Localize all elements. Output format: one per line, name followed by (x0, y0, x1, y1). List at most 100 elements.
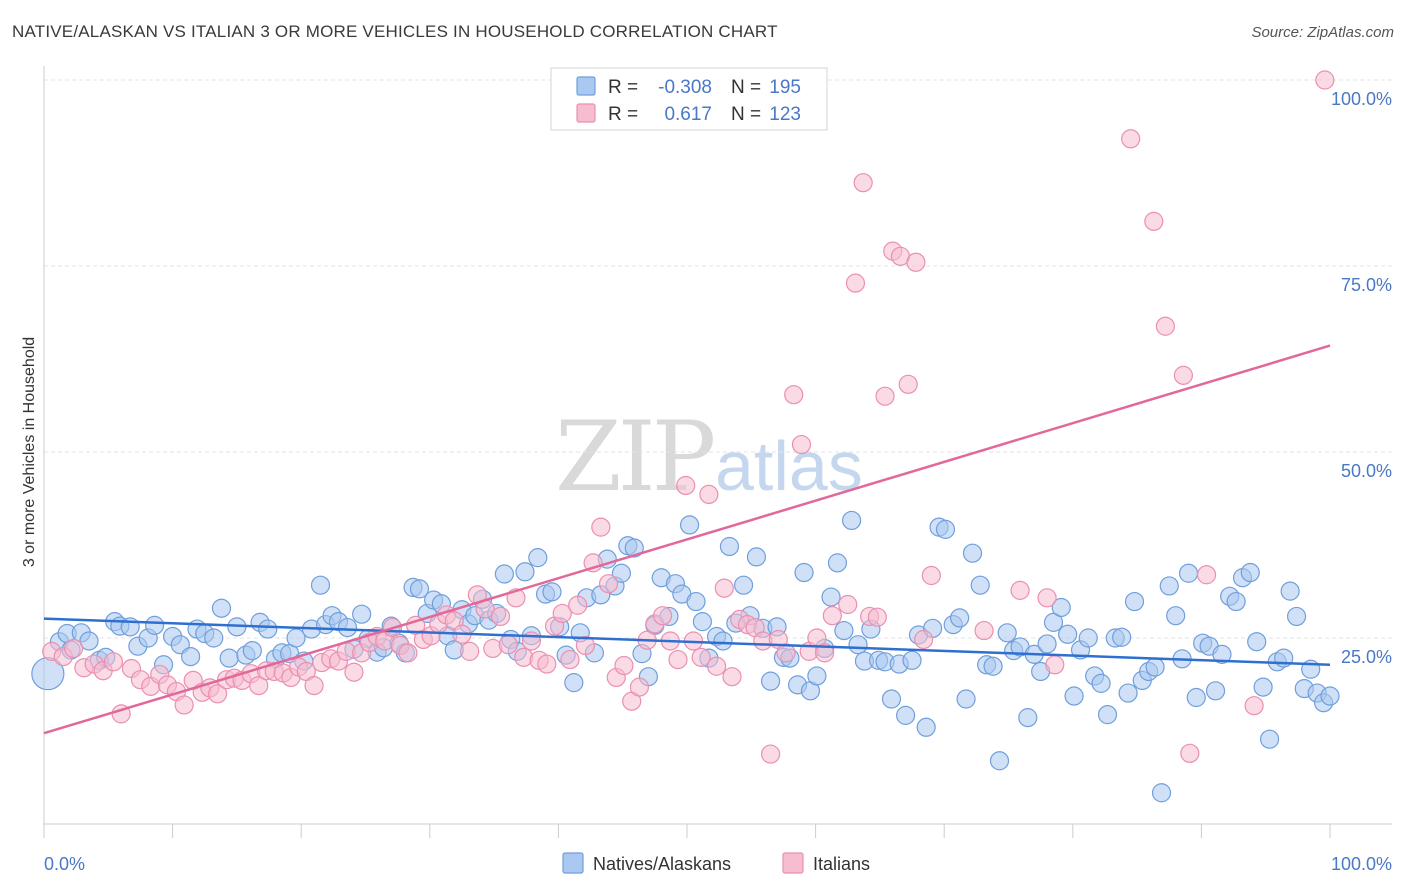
data-point-natives (1240, 562, 1260, 583)
data-point-italians (867, 607, 887, 627)
legend-swatch-pink (576, 103, 596, 123)
data-point-natives (409, 579, 430, 599)
chart-title: NATIVE/ALASKAN VS ITALIAN 3 OR MORE VEHI… (12, 22, 778, 41)
data-point-natives (219, 648, 239, 668)
data-point-italians (1010, 580, 1030, 600)
data-point-italians (537, 654, 557, 674)
data-point-natives (746, 547, 767, 567)
legend-r-value: 0.617 (664, 104, 712, 125)
trend-line-natives (43, 617, 1331, 667)
data-point-natives (1091, 673, 1111, 693)
data-point-italians (1173, 365, 1193, 385)
legend-r-value: -0.308 (658, 77, 712, 98)
data-point-natives (733, 575, 754, 595)
bottom-legend: Natives/Alaskans Italians (562, 852, 870, 874)
legend-n-value: 123 (769, 104, 801, 125)
data-point-natives (686, 591, 706, 612)
data-point-natives (956, 689, 976, 709)
data-point-natives (181, 646, 201, 667)
data-point-natives (1118, 683, 1138, 703)
data-point-natives (807, 666, 827, 686)
data-point-italians (1180, 743, 1200, 763)
data-point-natives (896, 705, 916, 725)
legend-swatch-blue (576, 76, 596, 96)
data-point-natives (719, 536, 740, 557)
data-point-italians (822, 606, 842, 626)
data-point-italians (575, 635, 596, 656)
data-point-natives (794, 562, 814, 583)
data-point-natives (1058, 624, 1078, 644)
data-point-natives (1320, 686, 1340, 706)
data-point-italians (1315, 70, 1335, 90)
data-point-natives (1037, 634, 1057, 654)
data-point-natives (1051, 597, 1071, 618)
data-point-natives (1178, 563, 1199, 583)
data-point-natives (1253, 677, 1273, 697)
data-point-natives (1124, 591, 1145, 612)
data-point-natives (79, 631, 99, 651)
data-point-italians (722, 667, 742, 687)
data-point-natives (1151, 783, 1172, 803)
bottom-legend-label-italians: Italians (813, 854, 870, 874)
data-point-italians (598, 574, 619, 594)
y-tick-labels: 25.0% 50.0% 75.0% 100.0% (1331, 89, 1392, 667)
trend-line-italians (43, 344, 1331, 735)
data-point-natives (983, 656, 1003, 676)
legend-r-label: R = (608, 104, 638, 125)
data-point-italians (875, 386, 895, 406)
data-point-natives (337, 617, 358, 638)
trend-lines (43, 344, 1331, 735)
data-point-italians (629, 677, 650, 697)
grid (44, 79, 1392, 639)
data-point-natives (1205, 681, 1226, 701)
data-point-italians (63, 638, 84, 659)
data-point-italians (1144, 211, 1164, 231)
data-point-italians (914, 629, 934, 650)
data-point-italians (668, 649, 688, 670)
data-point-italians (784, 385, 804, 405)
data-point-natives (1018, 708, 1038, 728)
data-point-italians (568, 595, 588, 615)
data-point-natives (902, 650, 922, 670)
data-point-italians (853, 173, 873, 193)
data-point-natives (713, 631, 733, 651)
data-point-natives (834, 620, 854, 641)
data-point-italians (1244, 696, 1264, 716)
y-tick-label: 100.0% (1331, 89, 1392, 109)
data-point-italians (652, 606, 673, 626)
legend-r-label: R = (608, 77, 638, 98)
data-point-natives (1186, 687, 1206, 708)
data-point-natives (842, 510, 862, 531)
watermark-zip: ZIP (555, 401, 714, 513)
data-point-italians (898, 374, 918, 394)
data-point-italians (514, 647, 534, 667)
data-point-natives (1212, 644, 1232, 664)
data-point-natives (950, 608, 970, 628)
data-point-natives (515, 562, 535, 582)
data-point-italians (208, 684, 228, 704)
watermark: ZIP atlas (555, 401, 863, 513)
source-credit: Source: ZipAtlas.com (1251, 24, 1394, 41)
data-point-natives (1159, 576, 1179, 596)
data-point-italians (906, 252, 926, 272)
data-point-natives (352, 604, 372, 624)
data-point-natives (258, 619, 278, 639)
data-point-natives (528, 548, 548, 568)
axes (43, 66, 1392, 838)
data-point-italians (845, 273, 866, 293)
data-point-italians (1196, 565, 1217, 585)
data-point-italians (174, 695, 194, 715)
data-point-italians (691, 647, 711, 667)
data-point-italians (791, 434, 812, 455)
data-point-natives (611, 563, 632, 583)
x-tick-label: 0.0% (44, 854, 85, 874)
data-point-italians (552, 603, 572, 624)
data-point-italians (1045, 655, 1065, 675)
data-point-natives (1145, 657, 1165, 677)
data-point-natives (242, 641, 262, 661)
data-point-natives (542, 582, 562, 602)
data-point-italians (1155, 316, 1175, 336)
data-point-italians (1121, 129, 1141, 149)
data-point-natives (881, 689, 902, 709)
